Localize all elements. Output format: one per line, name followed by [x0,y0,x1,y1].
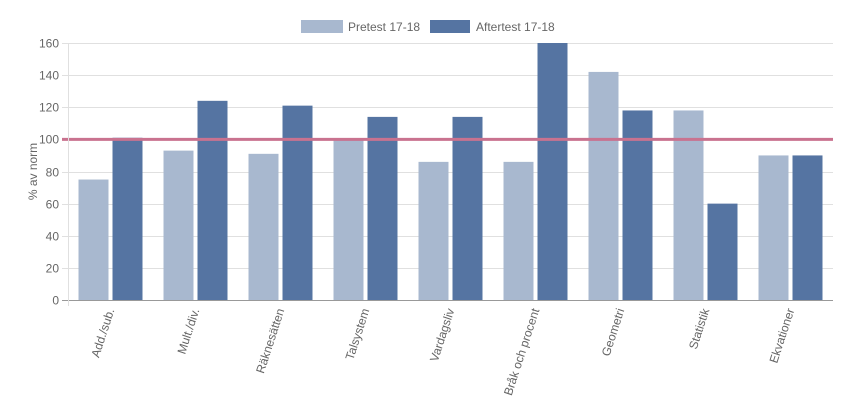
x-tick-label: Statistik [686,306,713,351]
legend-swatch-pretest [301,20,343,33]
legend-label-pretest: Pretest 17-18 [348,20,420,34]
x-axis [68,43,833,306]
y-tick-label: 100 [39,133,59,147]
x-tick-label: Talsystem [343,307,373,362]
y-axis-tick-labels: 0 20 40 60 80 100 120 140 160 [39,37,59,308]
bar-aftertest [537,43,568,300]
bar-pretest [503,161,534,300]
y-axis-title: % av norm [26,143,40,200]
bar-aftertest [112,137,143,300]
bar-aftertest [282,105,313,300]
y-tick-label: 40 [46,230,60,244]
x-tick-label: Add./sub. [88,307,117,360]
legend-swatch-aftertest [430,20,470,33]
x-tick-label: Vardagsliv [427,307,457,364]
y-tick-label: 0 [52,294,59,308]
bar-pretest [78,179,109,300]
bar-pretest [673,110,704,301]
bar-pretest [418,161,449,300]
bar-aftertest [452,116,483,300]
y-tick-label: 160 [39,37,59,51]
x-tick-label: Ekvationer [767,307,798,365]
bar-aftertest [792,155,823,300]
y-tick-label: 140 [39,69,59,83]
bar-pretest [758,155,789,300]
x-tick-label: Bråk och procent [501,306,543,397]
x-tick-label: Mult./div. [174,307,202,356]
y-tick-label: 80 [46,166,60,180]
y-tick-label: 120 [39,101,59,115]
bar-pretest [163,150,194,300]
bar-aftertest [197,100,228,300]
bar-pretest [588,71,619,300]
x-tick-label: Räknesätten [253,307,287,375]
x-tick-label: Geometri [599,307,628,358]
x-axis-tick-labels: Add./sub. Mult./div. Räknesätten Talsystem V… [88,306,797,398]
bars [78,43,823,301]
y-tick-label: 20 [46,262,60,276]
bar-pretest [333,139,364,300]
bar-pretest [248,153,279,300]
legend-label-aftertest: Aftertest 17-18 [476,20,555,34]
legend: Pretest 17-18 Aftertest 17-18 [301,20,555,34]
bar-aftertest [622,110,653,301]
bar-aftertest [367,116,398,300]
bar-aftertest [707,203,738,300]
y-tick-label: 60 [46,198,60,212]
